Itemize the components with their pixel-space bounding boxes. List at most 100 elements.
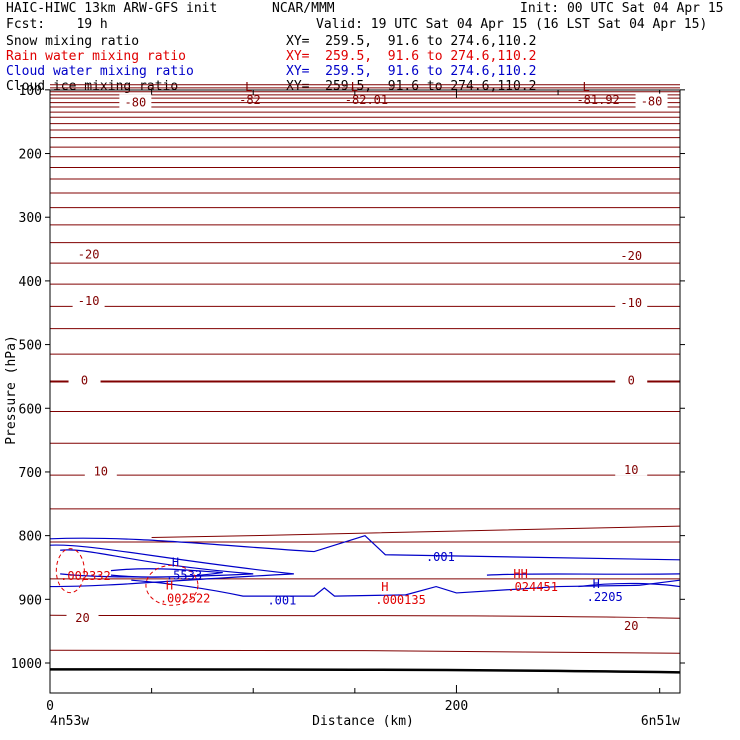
x-tick-label: 200 — [445, 699, 468, 714]
isotherm-lines — [49, 83, 681, 674]
isotherm-line — [49, 442, 681, 445]
cloud-water-contour — [49, 544, 294, 588]
right-endpoint-label: 6n51w — [641, 714, 680, 729]
isotherm-line — [49, 353, 681, 355]
y-tick-label: 300 — [19, 211, 42, 226]
isotherm-line — [49, 122, 681, 125]
isotherm-line — [49, 166, 681, 169]
legend-xy-rain: XY= 259.5, 91.6 to 274.6,110.2 — [286, 49, 537, 64]
extremum-value: -82 — [239, 93, 261, 107]
contour-label-bg — [72, 293, 105, 307]
contour-label-bg — [615, 294, 648, 309]
contour-label-bg — [635, 93, 668, 108]
valid-time: Valid: 19 UTC Sat 04 Apr 15 (16 LST Sat … — [316, 17, 708, 32]
isotherm-label: -10 — [78, 294, 100, 308]
cloud-water-contours — [49, 534, 681, 597]
chart-labels: -80 -80-20 -20-10 -100 010 102020L-82L-82.01L… — [60, 80, 668, 633]
y-tick-label: 1000 — [11, 657, 42, 672]
extremum-value: .2205 — [587, 590, 623, 604]
isotherm-label: -20 — [620, 249, 642, 263]
isotherm-line — [49, 327, 681, 330]
extremum-marker: L — [245, 80, 252, 94]
isotherm-line — [49, 146, 681, 148]
x-axis-label: Distance (km) — [312, 714, 414, 729]
isotherm-line — [49, 136, 681, 139]
isotherm-line — [49, 83, 681, 86]
cloud-water-contour — [49, 534, 681, 561]
isotherm-line — [49, 614, 681, 619]
extremum-marker: L — [582, 80, 589, 94]
isotherm-label: 20 — [624, 619, 638, 633]
forecast-hour: Fcst: 19 h — [6, 17, 108, 32]
extremum-marker: H — [166, 579, 173, 593]
y-tick-label: 600 — [19, 402, 42, 417]
isotherm-label: 0 — [81, 374, 88, 388]
legend-label-rain: Rain water mixing ratio — [6, 49, 187, 64]
model-title: HAIC-HIWC 13km ARW-GFS init — [6, 1, 218, 16]
contour-label-bg — [72, 246, 105, 261]
isotherm-label: -80 — [641, 95, 663, 109]
contour-label-bg — [66, 610, 99, 625]
isotherm-line — [49, 90, 681, 93]
extremum-marker: L — [351, 80, 358, 94]
rain-contours — [55, 548, 199, 606]
isotherm-label: -10 — [620, 296, 642, 310]
left-endpoint-label: 4n53w — [50, 714, 89, 729]
isotherm-line — [49, 541, 681, 543]
isotherm-line — [49, 224, 681, 226]
y-tick-label: 400 — [19, 275, 42, 290]
isotherm-line — [49, 410, 681, 413]
legend-xy-snow: XY= 259.5, 91.6 to 274.6,110.2 — [286, 34, 537, 49]
isotherm-line — [151, 525, 681, 539]
extremum-value: .002522 — [160, 592, 211, 606]
cloud-water-contour — [110, 568, 223, 578]
isotherm-line — [49, 206, 681, 209]
center-label: NCAR/MMM — [272, 1, 335, 16]
cloud-water-contour — [60, 549, 254, 578]
x-tick-label: 0 — [46, 699, 54, 714]
legend-label-snow: Snow mixing ratio — [6, 34, 140, 49]
contour-value-label: .001 — [267, 593, 296, 607]
isotherm-label: 10 — [624, 463, 638, 477]
contour-label-bg — [119, 94, 152, 109]
y-tick-label: 100 — [19, 84, 42, 99]
contour-label-bg — [615, 617, 648, 632]
isotherm-line — [49, 262, 681, 264]
cloud-water-contour — [486, 573, 681, 576]
isotherm-line — [49, 649, 681, 654]
y-tick-label: 800 — [19, 530, 42, 545]
contour-label-bg — [84, 463, 117, 478]
y-tick-label: 500 — [19, 339, 42, 354]
isotherm-line — [49, 283, 681, 285]
y-axis-label: Pressure (hPa) — [4, 335, 19, 445]
extremum-value: .000135 — [375, 593, 426, 607]
extremum-marker: H — [381, 580, 388, 594]
legend-xy-cloud-water: XY= 259.5, 91.6 to 274.6,110.2 — [286, 64, 537, 79]
extremum-marker: H — [172, 556, 179, 570]
isotherm-label: 10 — [94, 465, 108, 479]
rain-contour — [145, 564, 199, 606]
init-time: Init: 00 UTC Sat 04 Apr 15 — [520, 1, 724, 16]
y-tick-label: 700 — [19, 466, 42, 481]
extremum-marker: HH — [513, 567, 527, 581]
cloud-water-contour — [131, 579, 681, 597]
extremum-value: -82.01 — [345, 93, 388, 107]
isotherm-label: -80 — [125, 95, 147, 109]
isotherm-label: 0 — [628, 374, 635, 388]
contour-value-label: .002332 — [60, 569, 111, 583]
contour-value-label: .001 — [426, 550, 455, 564]
extremum-value: .5533 — [166, 569, 202, 583]
extremum-marker: H — [593, 577, 600, 591]
cloud-water-contour — [578, 582, 681, 588]
isotherm-label: 20 — [75, 611, 89, 625]
isotherm-line — [49, 508, 681, 510]
y-tick-label: 200 — [19, 148, 42, 163]
isotherm-line — [49, 116, 681, 119]
contour-label-bg — [615, 372, 648, 387]
extremum-value: -81.92 — [576, 93, 619, 107]
isotherm-line — [49, 668, 681, 674]
legend-label-cloud-water: Cloud water mixing ratio — [6, 64, 194, 79]
contour-label-bg — [615, 461, 648, 476]
